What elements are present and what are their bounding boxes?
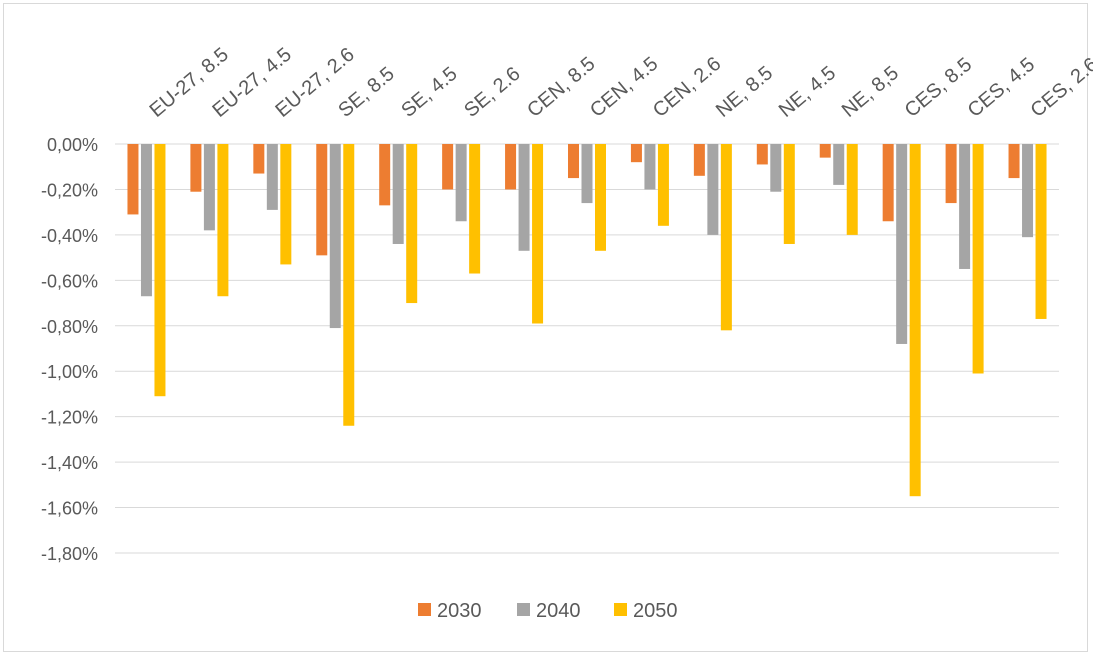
category-label: CES, 4.5 [964,54,1039,122]
category-labels: EU-27, 8.5EU-27, 4.5EU-27, 2.6SE, 8.5SE,… [146,44,1093,122]
bar-2040 [1022,144,1034,238]
bar-2040 [707,144,719,235]
bar-2040 [959,144,971,269]
legend-swatch-2040 [517,603,530,616]
bar-2040 [896,144,908,344]
bar-2050 [720,144,732,331]
category-label: SE, 4.5 [397,63,461,122]
bar-2040 [392,144,404,244]
y-tick-label: -1,20% [41,408,98,428]
category-label: SE, 2.6 [460,63,524,122]
bars [127,144,1047,497]
bar-2030 [190,144,202,192]
bar-2040 [644,144,656,190]
legend-label-2030: 2030 [437,600,482,622]
bar-2050 [595,144,606,251]
y-tick-label: -0,40% [41,226,98,246]
y-axis-tick-labels: 0,00% -0,20% -0,40% -0,60% -0,80% -1,00% -1,20… [41,135,98,564]
bar-2030 [127,144,139,215]
bar-2030 [442,144,454,190]
bar-2040 [518,144,530,251]
y-tick-label: 0,00% [47,135,98,155]
bar-2050 [1035,144,1047,319]
bar-2030 [630,144,642,163]
bar-2050 [657,144,669,226]
bar-2040 [203,144,215,231]
bar-2030 [819,144,831,158]
bar-2030 [756,144,768,165]
bar-2040 [329,144,341,329]
bar-2030 [316,144,328,256]
category-label: CES, 2.6 [1027,54,1093,122]
legend-swatch-2050 [614,603,627,616]
bar-2050 [469,144,481,274]
category-label: CEN, 4.5 [586,53,662,122]
y-tick-label: -1,60% [41,499,98,519]
y-tick-label: -0,60% [41,271,98,291]
category-label: NE, 4.5 [775,62,840,122]
y-tick-label: -0,80% [41,317,98,337]
legend: 2030 2040 2050 [418,600,678,622]
bar-2050 [972,144,984,374]
bar-2050 [343,144,355,426]
y-tick-label: -1,40% [41,453,98,473]
category-label: CEN, 8.5 [523,53,599,122]
bar-2050 [280,144,292,265]
bar-2030 [693,144,705,176]
bar-2050 [909,144,921,497]
legend-label-2040: 2040 [536,600,581,622]
bar-2050 [154,144,166,397]
legend-label-2050: 2050 [633,600,678,622]
bar-2030 [568,144,579,179]
category-label: NE, 8,5 [838,62,903,122]
bar-2050 [217,144,229,297]
bar-2030 [882,144,894,222]
y-tick-label: -1,00% [41,362,98,382]
category-label: CES, 8.5 [901,54,976,122]
bar-2030 [253,144,265,174]
bar-2040 [833,144,845,185]
bar-2040 [581,144,593,204]
bar-2040 [770,144,782,192]
bar-2050 [783,144,795,244]
category-label: CEN, 2.6 [649,53,725,122]
bar-2040 [140,144,152,297]
bar-2030 [945,144,957,204]
bar-2040 [455,144,467,222]
bar-2030 [379,144,391,206]
y-tick-label: -0,20% [41,180,98,200]
bar-2030 [505,144,517,190]
bar-2030 [1008,144,1020,179]
bar-2050 [532,144,544,324]
bar-2050 [846,144,858,235]
legend-swatch-2030 [418,603,431,616]
bar-2040 [266,144,278,210]
y-tick-label: -1,80% [41,544,98,564]
bar-2050 [406,144,418,304]
